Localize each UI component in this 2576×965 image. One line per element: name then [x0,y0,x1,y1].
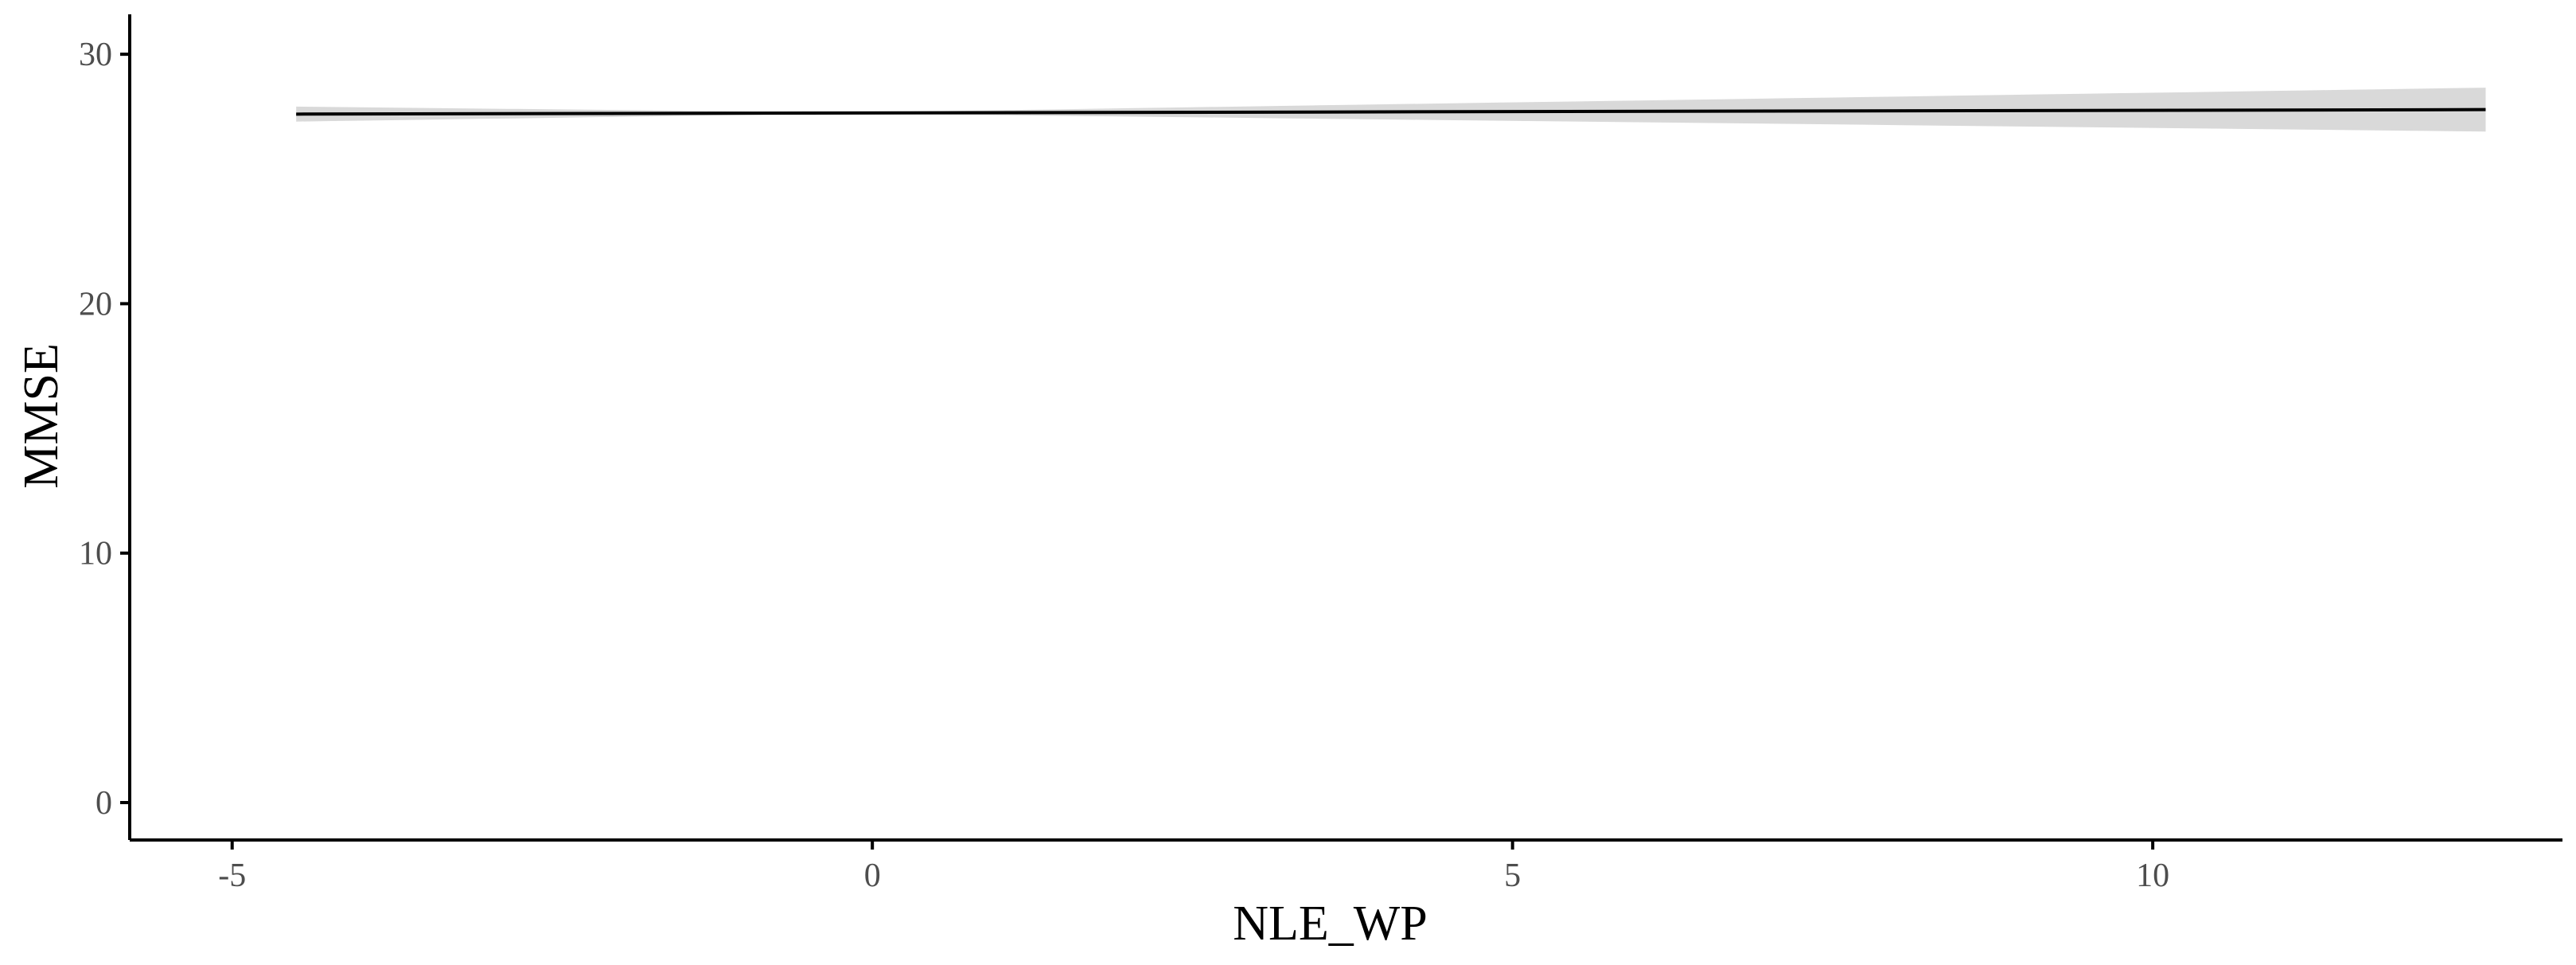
y-axis-title: MMSE [14,343,68,489]
x-tick-label: 10 [2136,858,2169,894]
y-tick-label: 20 [79,286,112,322]
x-tick-label: -5 [218,858,246,894]
x-tick-label: 5 [1504,858,1521,894]
x-axis-ticks: -5 0 5 10 [218,840,2169,894]
x-axis-title: NLE_WP [1233,897,1428,951]
x-tick-label: 0 [864,858,881,894]
y-tick-label: 30 [79,37,112,73]
y-axis-ticks: 0 10 20 30 [79,37,130,822]
y-tick-label: 10 [79,536,112,572]
y-tick-label: 0 [95,785,112,822]
